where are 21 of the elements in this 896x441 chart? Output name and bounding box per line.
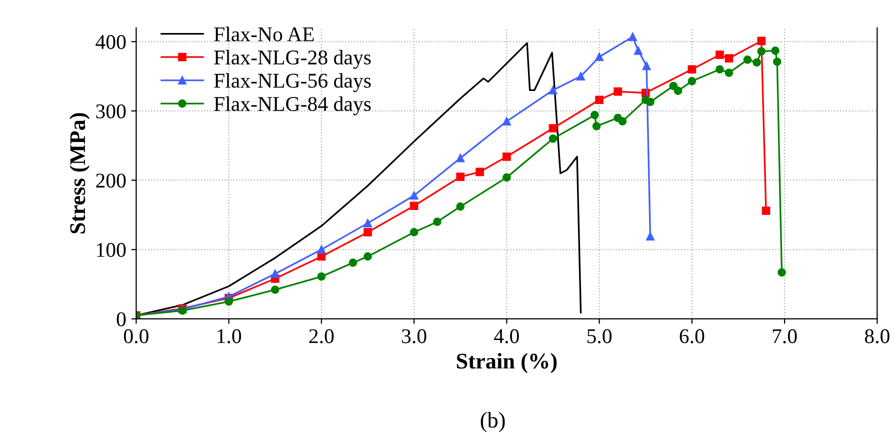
x-tick-label: 2.0 — [309, 329, 334, 344]
legend-label: Flax-NLG-28 days — [214, 50, 371, 69]
x-tick-label: 8.0 — [864, 329, 890, 344]
x-tick-label: 4.0 — [494, 329, 519, 344]
legend-label: Flax-NLG-56 days — [214, 73, 371, 92]
y-tick-label: 100 — [97, 242, 126, 257]
y-axis-title: Stress (MPa) — [70, 113, 90, 234]
text: (b) — [480, 412, 505, 432]
x-tick-label: 6.0 — [680, 329, 704, 344]
y-tick-label: 400 — [96, 35, 126, 50]
x-tick-label: 5.0 — [588, 329, 612, 344]
y-tick-label: 200 — [96, 174, 126, 188]
x-axis-title: Strain (%) — [456, 353, 557, 374]
y-tick-label: 0 — [116, 312, 126, 326]
x-tick-label: 3.0 — [402, 329, 426, 344]
legend-label: Flax-No AE — [214, 26, 314, 42]
y-tick-label: 300 — [96, 104, 126, 118]
x-tick-label: 1.0 — [218, 329, 242, 344]
legend-label: Flax-NLG-84 days — [214, 96, 371, 116]
x-tick-label: 0.0 — [124, 329, 148, 344]
x-tick-label: 7.0 — [772, 329, 797, 344]
